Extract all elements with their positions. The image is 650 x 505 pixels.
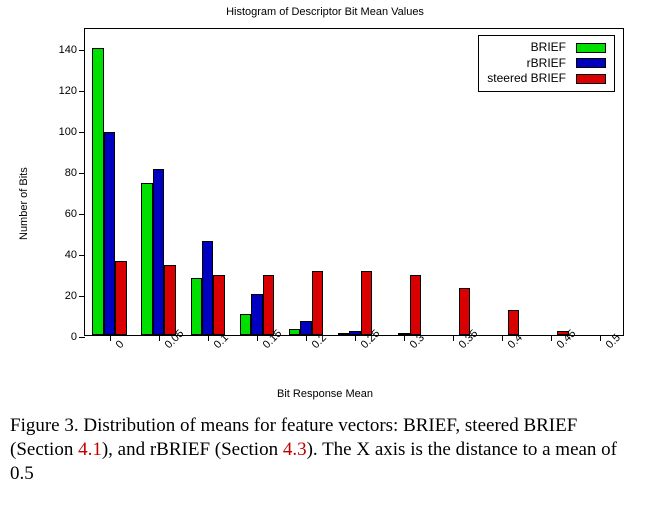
x-tick-label: 0.4: [500, 326, 525, 351]
y-tick-label: 20: [65, 290, 85, 302]
y-tick-label: 120: [59, 85, 85, 97]
chart-title: Histogram of Descriptor Bit Mean Values: [0, 6, 650, 18]
legend-label: steered BRIEF: [487, 71, 566, 87]
legend-swatch: [576, 74, 606, 84]
plot-inner: 020406080100120140 00.050.10.150.20.250.…: [85, 29, 623, 335]
y-axis-label: Number of Bits: [18, 167, 30, 240]
y-tick-label: 140: [59, 44, 85, 56]
x-tick-label: 0.35: [451, 322, 480, 351]
legend-label: rBRIEF: [527, 56, 566, 72]
figure-caption: Figure 3. Distribution of means for feat…: [10, 414, 640, 485]
x-tick-label: 0.1: [206, 326, 231, 351]
x-tick-label: 0.3: [402, 326, 427, 351]
page-root: Histogram of Descriptor Bit Mean Values …: [0, 0, 650, 505]
plot-area: 020406080100120140 00.050.10.150.20.250.…: [84, 28, 624, 336]
caption-link-4-3[interactable]: 4.3: [283, 439, 307, 460]
legend: BRIEFrBRIEFsteered BRIEF: [478, 35, 615, 92]
legend-item: BRIEF: [487, 40, 606, 56]
legend-label: BRIEF: [531, 40, 566, 56]
legend-item: steered BRIEF: [487, 71, 606, 87]
caption-link-4-1[interactable]: 4.1: [78, 439, 102, 460]
y-tick-label: 0: [71, 331, 85, 343]
x-tick-label: 0.15: [255, 322, 284, 351]
x-axis-label: Bit Response Mean: [0, 388, 650, 400]
x-tick-label: 0.45: [549, 322, 578, 351]
x-tick-label: 0.25: [353, 322, 382, 351]
legend-item: rBRIEF: [487, 56, 606, 72]
y-tick-label: 60: [65, 208, 85, 220]
caption-text-2: ), and rBRIEF (Section: [102, 439, 283, 460]
x-tick-label: 0.5: [598, 326, 623, 351]
x-tick-label: 0.2: [304, 326, 329, 351]
x-tick-label: 0: [108, 333, 126, 351]
x-tick-label: 0.05: [157, 322, 186, 351]
legend-swatch: [576, 58, 606, 68]
y-tick-label: 40: [65, 249, 85, 261]
legend-swatch: [576, 43, 606, 53]
y-tick-label: 80: [65, 167, 85, 179]
y-tick-label: 100: [59, 126, 85, 138]
